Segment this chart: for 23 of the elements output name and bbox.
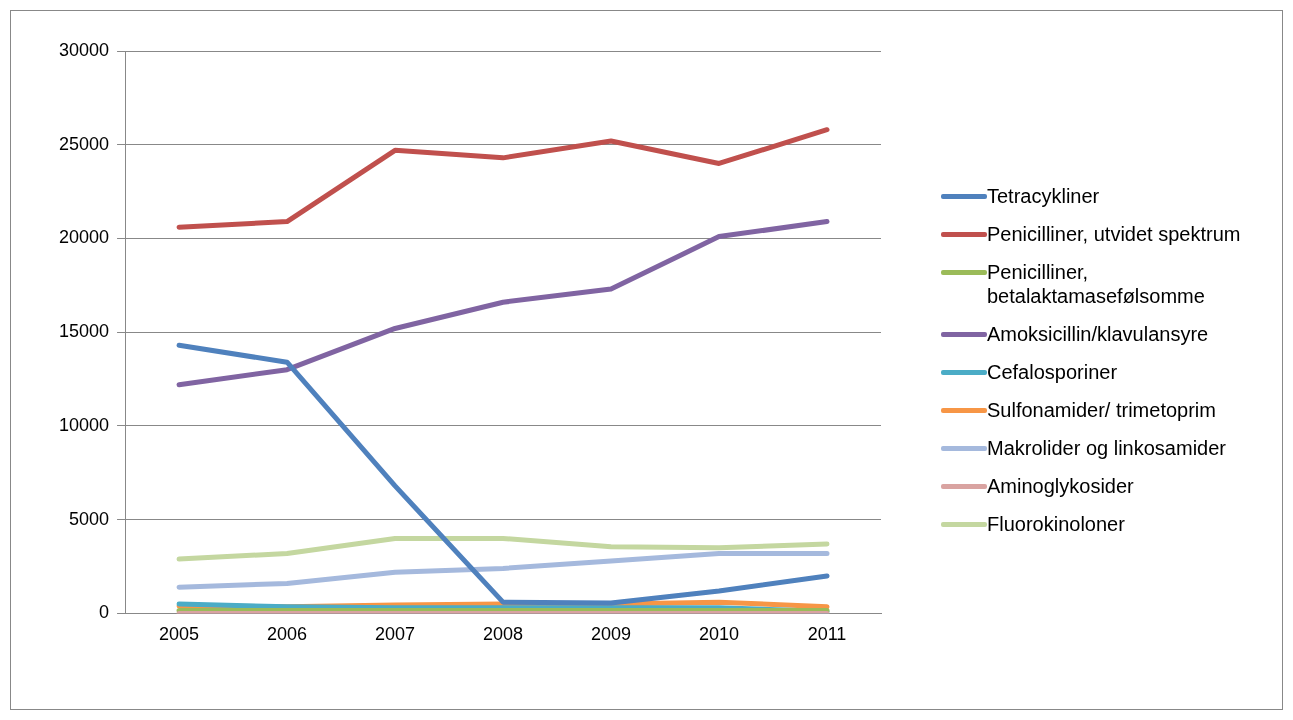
x-tick-label: 2008 [483,624,524,645]
legend-label: Aminoglykosider [987,474,1134,498]
legend-label: Makrolider og linkosamider [987,436,1226,460]
y-tick-label: 10000 [58,414,110,435]
x-tick-label: 2009 [591,624,632,645]
y-tick-label: 5000 [69,508,110,529]
legend-label: Sulfonamider/ trimetoprim [987,398,1216,422]
x-tick-label: 2010 [698,624,740,645]
x-tick-label: 2011 [807,624,847,645]
y-tick-label: 15000 [58,321,110,342]
legend-label: Fluorokinoloner [987,512,1125,536]
y-tick-label: 0 [99,602,110,623]
legend-label: Tetracykliner [987,184,1100,208]
y-tick-label: 25000 [58,133,110,154]
x-tick-label: 2007 [375,624,416,645]
x-tick-label: 2006 [267,624,308,645]
legend-label: Cefalosporiner [987,360,1118,384]
legend-label: Amoksicillin/klavulansyre [987,322,1209,346]
y-tick-label: 30000 [58,39,110,60]
x-tick-label: 2005 [159,624,200,645]
y-tick-label: 20000 [58,227,110,248]
legend-label: Penicilliner, betalaktamasefølsomme [987,260,1206,308]
legend-label: Penicilliner, utvidet spektrum [987,222,1241,246]
